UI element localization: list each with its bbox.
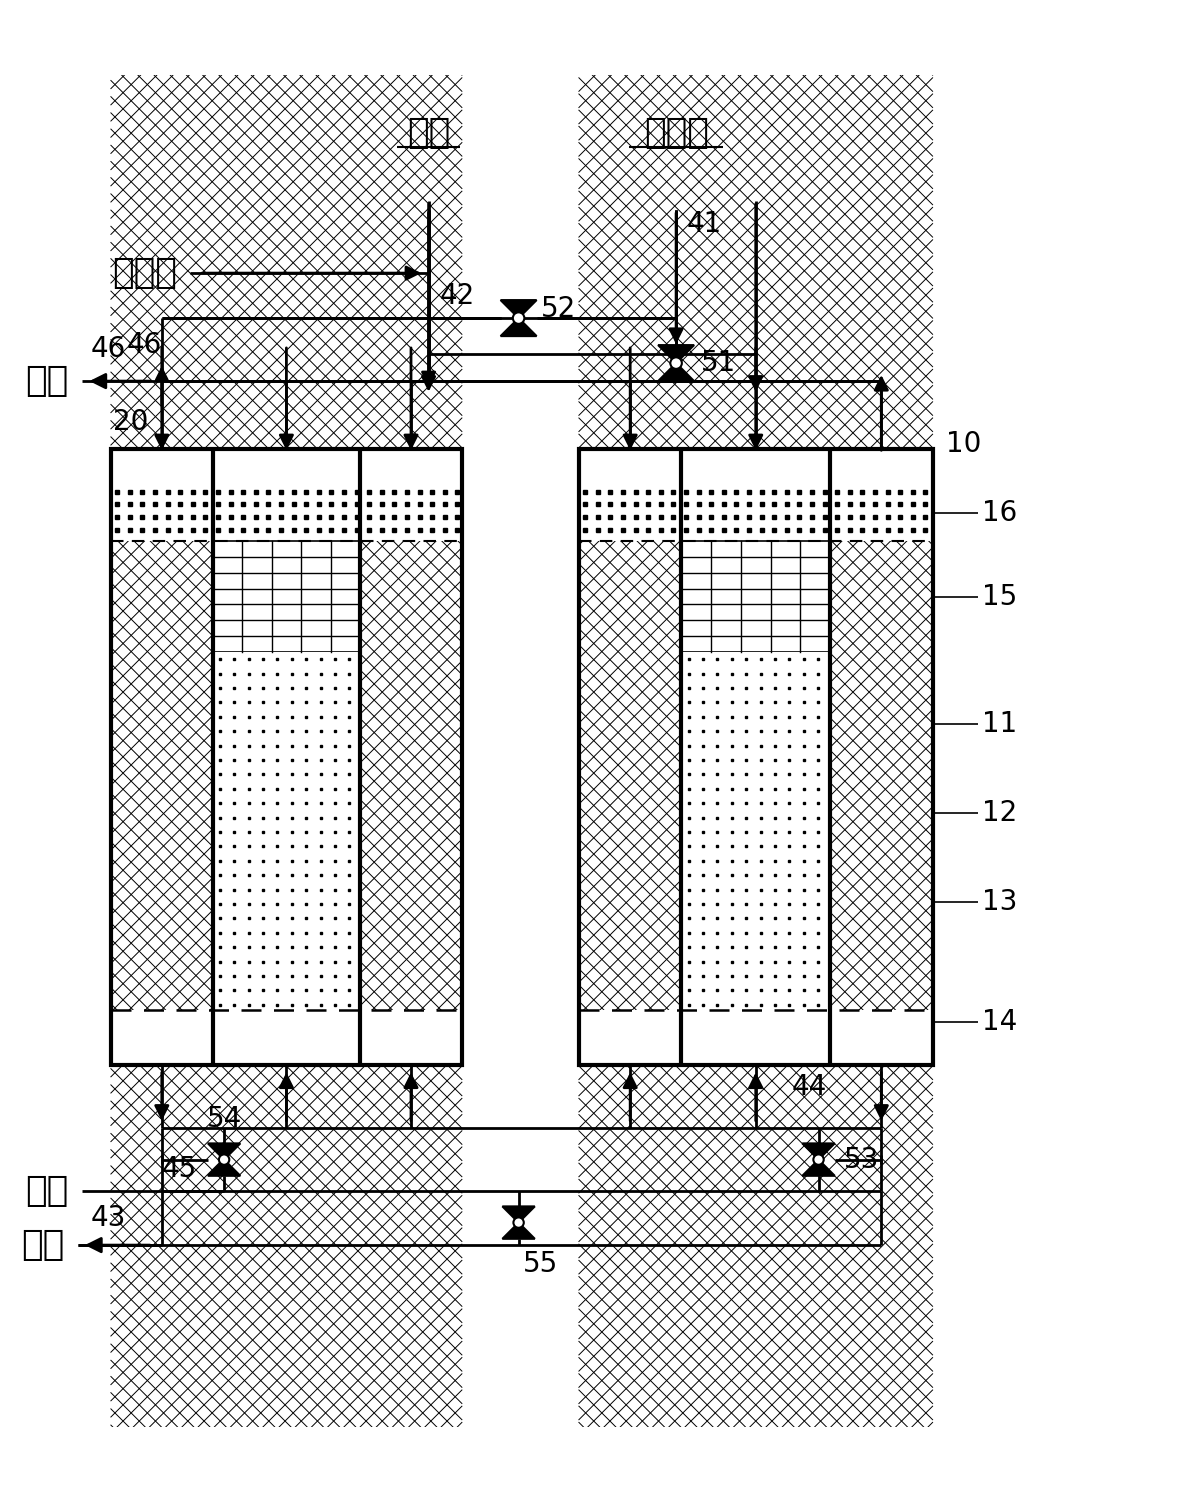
Bar xyxy=(579,449,932,1065)
Circle shape xyxy=(219,1155,229,1164)
Polygon shape xyxy=(208,1160,241,1176)
Bar xyxy=(111,485,461,541)
Text: 45: 45 xyxy=(162,1155,197,1182)
Polygon shape xyxy=(658,363,694,382)
Text: 水蒸气: 水蒸气 xyxy=(643,116,708,150)
Text: 空气: 空气 xyxy=(25,1175,68,1208)
Text: 53: 53 xyxy=(844,1146,879,1173)
Polygon shape xyxy=(208,1143,241,1160)
Text: 14: 14 xyxy=(982,1008,1017,1036)
Bar xyxy=(111,1009,461,1065)
Bar xyxy=(111,449,461,1065)
Bar xyxy=(579,1009,932,1065)
Text: 氢气: 氢气 xyxy=(21,1229,64,1262)
Circle shape xyxy=(513,312,524,324)
Text: 42: 42 xyxy=(439,282,474,309)
Polygon shape xyxy=(802,1143,834,1160)
Circle shape xyxy=(513,1218,524,1227)
Text: 54: 54 xyxy=(206,1104,242,1133)
Text: 烟气: 烟气 xyxy=(25,363,68,398)
Text: 13: 13 xyxy=(982,888,1017,916)
Text: 46: 46 xyxy=(127,330,163,359)
Text: 52: 52 xyxy=(542,294,576,323)
Text: 44: 44 xyxy=(792,1072,827,1101)
Bar xyxy=(579,485,932,541)
Text: 43: 43 xyxy=(91,1203,126,1232)
Text: 51: 51 xyxy=(701,348,736,377)
Text: 10: 10 xyxy=(946,430,982,458)
Text: 12: 12 xyxy=(982,799,1017,828)
Bar xyxy=(111,449,461,485)
Circle shape xyxy=(670,357,682,369)
Bar xyxy=(579,449,932,1065)
Text: 11: 11 xyxy=(982,709,1017,737)
Polygon shape xyxy=(503,1206,535,1223)
Bar xyxy=(111,449,461,1065)
Bar xyxy=(682,541,830,652)
Circle shape xyxy=(813,1155,824,1164)
Polygon shape xyxy=(503,1223,535,1239)
Text: 水蒸气: 水蒸气 xyxy=(112,257,177,290)
Polygon shape xyxy=(500,300,537,318)
Bar xyxy=(111,449,461,1065)
Bar xyxy=(579,449,932,1065)
Text: 46: 46 xyxy=(91,335,126,363)
Bar xyxy=(682,652,830,1009)
Polygon shape xyxy=(500,318,537,336)
Text: 41: 41 xyxy=(687,210,722,237)
Text: 16: 16 xyxy=(982,499,1017,527)
Text: 20: 20 xyxy=(113,409,149,436)
Text: 55: 55 xyxy=(523,1250,558,1278)
Bar xyxy=(212,652,360,1009)
Bar xyxy=(212,449,360,1065)
Bar xyxy=(579,449,932,485)
Polygon shape xyxy=(658,345,694,363)
Polygon shape xyxy=(802,1160,834,1176)
Text: 燃料: 燃料 xyxy=(407,116,451,150)
Bar xyxy=(682,449,830,1065)
Text: 15: 15 xyxy=(982,583,1017,610)
Bar xyxy=(212,541,360,652)
